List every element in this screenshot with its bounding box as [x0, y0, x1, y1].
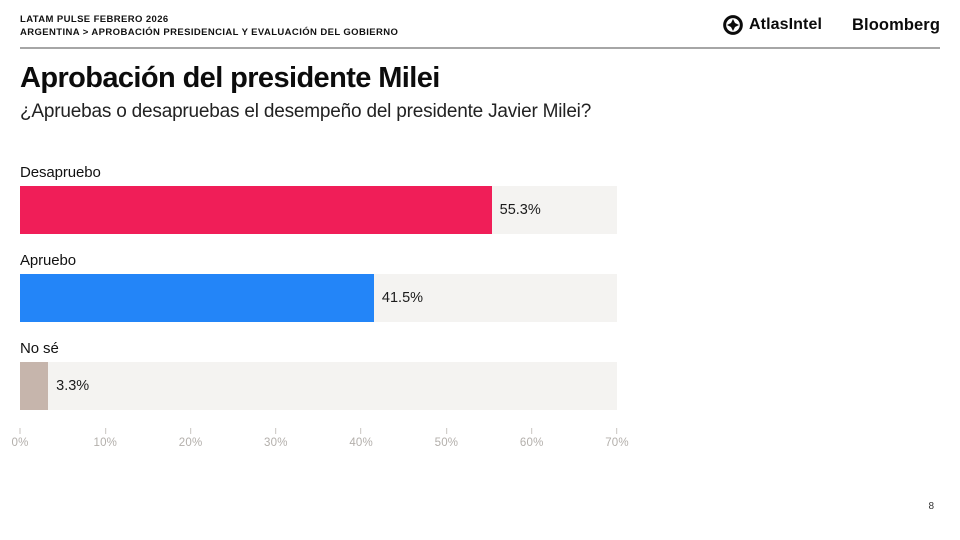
- atlasintel-icon: [723, 15, 743, 35]
- axis-tick: 70%: [605, 428, 629, 449]
- bar-fill-apruebo: [20, 274, 374, 322]
- tick-label: 30%: [264, 437, 288, 449]
- bar-label: No sé: [20, 340, 59, 357]
- axis-tick: 50%: [435, 428, 459, 449]
- tick-mark: [360, 428, 362, 434]
- tick-label: 40%: [349, 437, 373, 449]
- tick-label: 10%: [93, 437, 118, 449]
- header: LATAM PULSE FEBRERO 2026 ARGENTINA > APR…: [20, 0, 940, 39]
- kicker-line1: LATAM PULSE FEBRERO 2026: [20, 14, 169, 25]
- bar-value: 41.5%: [381, 290, 424, 306]
- tick-label: 20%: [178, 437, 203, 449]
- tick-label: 60%: [519, 437, 544, 449]
- bar-value: 3.3%: [56, 378, 90, 394]
- tick-label: 70%: [605, 437, 629, 449]
- tick-mark: [616, 428, 618, 434]
- tick-mark: [531, 428, 533, 434]
- tick-label: 0%: [11, 437, 29, 449]
- header-divider: [20, 47, 940, 49]
- x-axis: 0% 10% 20% 30% 40% 50%: [11, 428, 629, 454]
- bloomberg-logo: Bloomberg: [852, 15, 940, 34]
- tick-mark: [19, 428, 21, 434]
- axis-tick: 40%: [349, 428, 373, 449]
- bar-track: 55.3%: [20, 186, 617, 234]
- breadcrumb: LATAM PULSE FEBRERO 2026 ARGENTINA > APR…: [20, 13, 398, 39]
- bar-row-no-se: No sé 3.3%: [20, 340, 617, 410]
- axis-tick: 0%: [11, 428, 28, 449]
- bar-fill-no-se: [20, 362, 49, 410]
- brand-logos: AtlasIntel Bloomberg: [723, 13, 940, 35]
- page-title: Aprobación del presidente Milei: [20, 62, 440, 94]
- axis-tick: 30%: [264, 428, 288, 449]
- tick-mark: [445, 428, 447, 434]
- tick-label: 50%: [434, 437, 459, 449]
- bar-chart: Desapruebo 55.3% Apruebo 41.5% No sé 3.3…: [11, 164, 629, 454]
- axis-tick: 10%: [93, 428, 117, 449]
- tick-mark: [275, 428, 277, 434]
- bar-fill-desapruebo: [20, 186, 492, 234]
- bar-track: 3.3%: [20, 362, 617, 410]
- bar-row-desapruebo: Desapruebo 55.3%: [20, 164, 617, 234]
- bar-label: Desapruebo: [20, 164, 101, 181]
- bar-label: Apruebo: [20, 252, 77, 269]
- tick-mark: [104, 428, 106, 434]
- axis-tick: 20%: [179, 428, 203, 449]
- atlasintel-logo: AtlasIntel: [723, 15, 822, 35]
- bar-row-apruebo: Apruebo 41.5%: [20, 252, 617, 322]
- page-number: 8: [928, 501, 934, 512]
- bar-value: 55.3%: [499, 202, 541, 218]
- page-subtitle: ¿Apruebas o desapruebas el desempeño del…: [20, 101, 592, 122]
- atlasintel-wordmark: AtlasIntel: [749, 16, 823, 33]
- axis-tick: 60%: [520, 428, 544, 449]
- tick-mark: [190, 428, 192, 434]
- kicker-line2: ARGENTINA > APROBACIÓN PRESIDENCIAL Y EV…: [20, 27, 399, 38]
- bar-track: 41.5%: [20, 274, 617, 322]
